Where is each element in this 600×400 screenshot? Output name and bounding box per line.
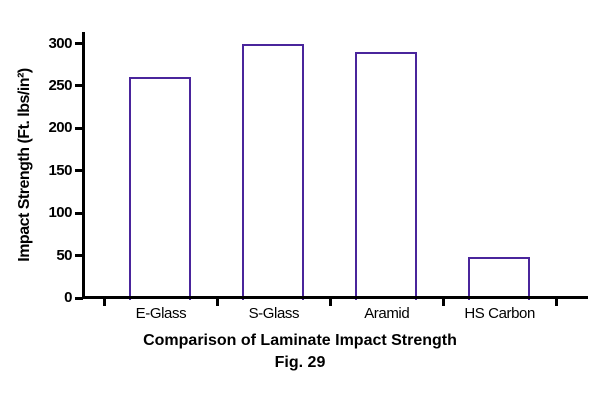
y-tick-mark [75, 211, 83, 215]
figure-caption: Fig. 29 [274, 354, 326, 371]
y-tick-mark [75, 254, 83, 258]
category-label: Aramid [364, 305, 410, 322]
y-tick-label: 300 [48, 34, 72, 52]
y-tick-mark [75, 84, 83, 88]
y-tick-mark [75, 169, 83, 173]
bar [129, 77, 192, 300]
y-tick-label: 200 [48, 119, 72, 137]
x-tick-mark [554, 298, 558, 306]
y-tick-label: 50 [56, 246, 72, 264]
y-tick-label: 100 [48, 204, 72, 222]
bar [468, 257, 531, 300]
category-label: S-Glass [248, 305, 300, 322]
x-axis-line [82, 296, 588, 299]
x-tick-mark [441, 298, 445, 306]
x-tick-mark [328, 298, 332, 306]
y-axis-line [82, 32, 85, 299]
category-label: E-Glass [135, 305, 187, 322]
bar [355, 51, 418, 300]
y-tick-mark [75, 42, 83, 45]
y-tick-mark [75, 126, 83, 130]
y-tick-label: 250 [48, 76, 72, 94]
bar [242, 43, 305, 300]
chart-title: Comparison of Laminate Impact Strength [143, 332, 457, 349]
x-tick-mark [103, 298, 106, 306]
y-tick-label: 0 [64, 289, 72, 306]
y-tick-label: 150 [48, 161, 72, 179]
x-tick-mark [215, 298, 219, 306]
category-label: HS Carbon [464, 305, 535, 322]
y-tick-mark [75, 296, 83, 300]
